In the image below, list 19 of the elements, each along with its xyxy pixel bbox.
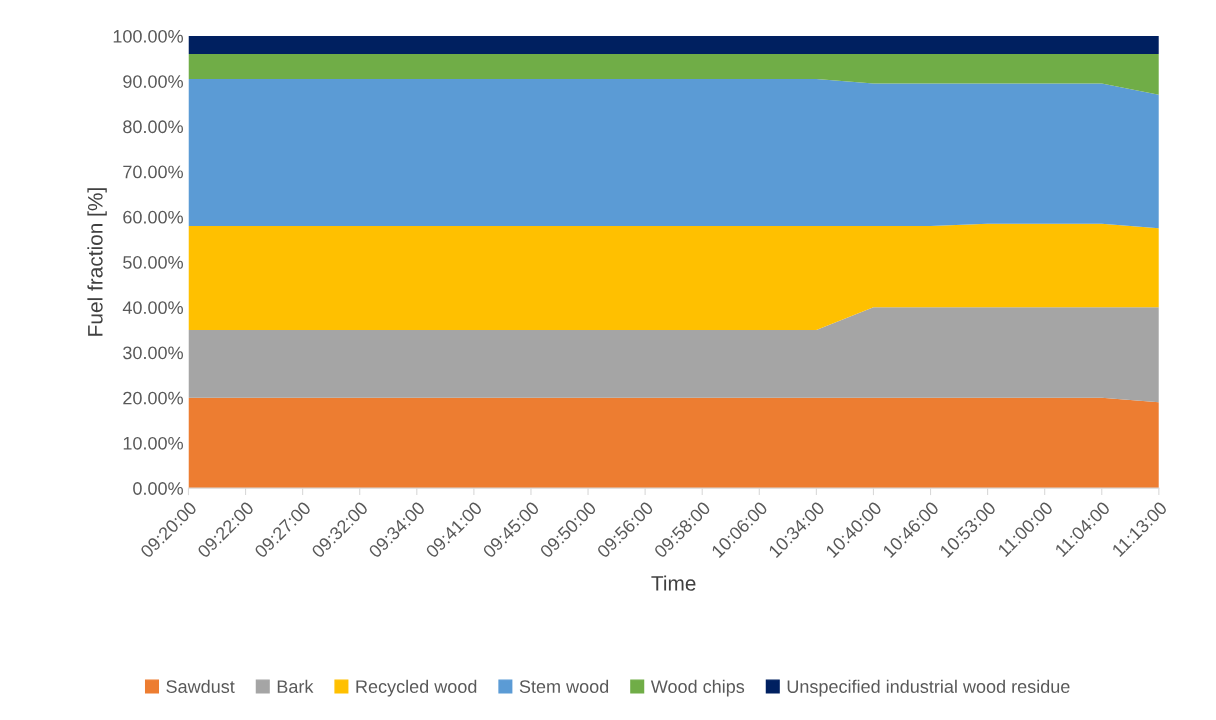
y-tick-label: 10.00%	[123, 436, 183, 450]
legend-label: Wood chips	[650, 679, 745, 697]
legend-label: Unspecified industrial wood residue	[787, 679, 1070, 697]
y-tick-label: 20.00%	[123, 391, 183, 405]
legend-label: Bark	[277, 679, 314, 693]
y-tick-label: 0.00%	[133, 482, 183, 495]
y-tick-label: 60.00%	[123, 210, 183, 224]
y-tick-label: 80.00%	[123, 120, 183, 134]
y-tick-label: 40.00%	[122, 301, 183, 315]
legend-label: Sawdust	[166, 679, 235, 693]
y-tick-label: 50.00%	[123, 256, 183, 269]
legend-label: Recycled wood	[356, 679, 477, 697]
y-axis-title: Fuel fraction [%]	[87, 188, 107, 336]
y-tick-label: 30.00%	[123, 346, 183, 360]
y-tick-label: 90.00%	[123, 75, 183, 88]
x-axis-title: Time	[651, 575, 696, 591]
y-tick-label: 70.00%	[123, 165, 183, 179]
y-tick-label: 100.00%	[113, 29, 183, 43]
legend-label: Stem wood	[519, 679, 609, 693]
